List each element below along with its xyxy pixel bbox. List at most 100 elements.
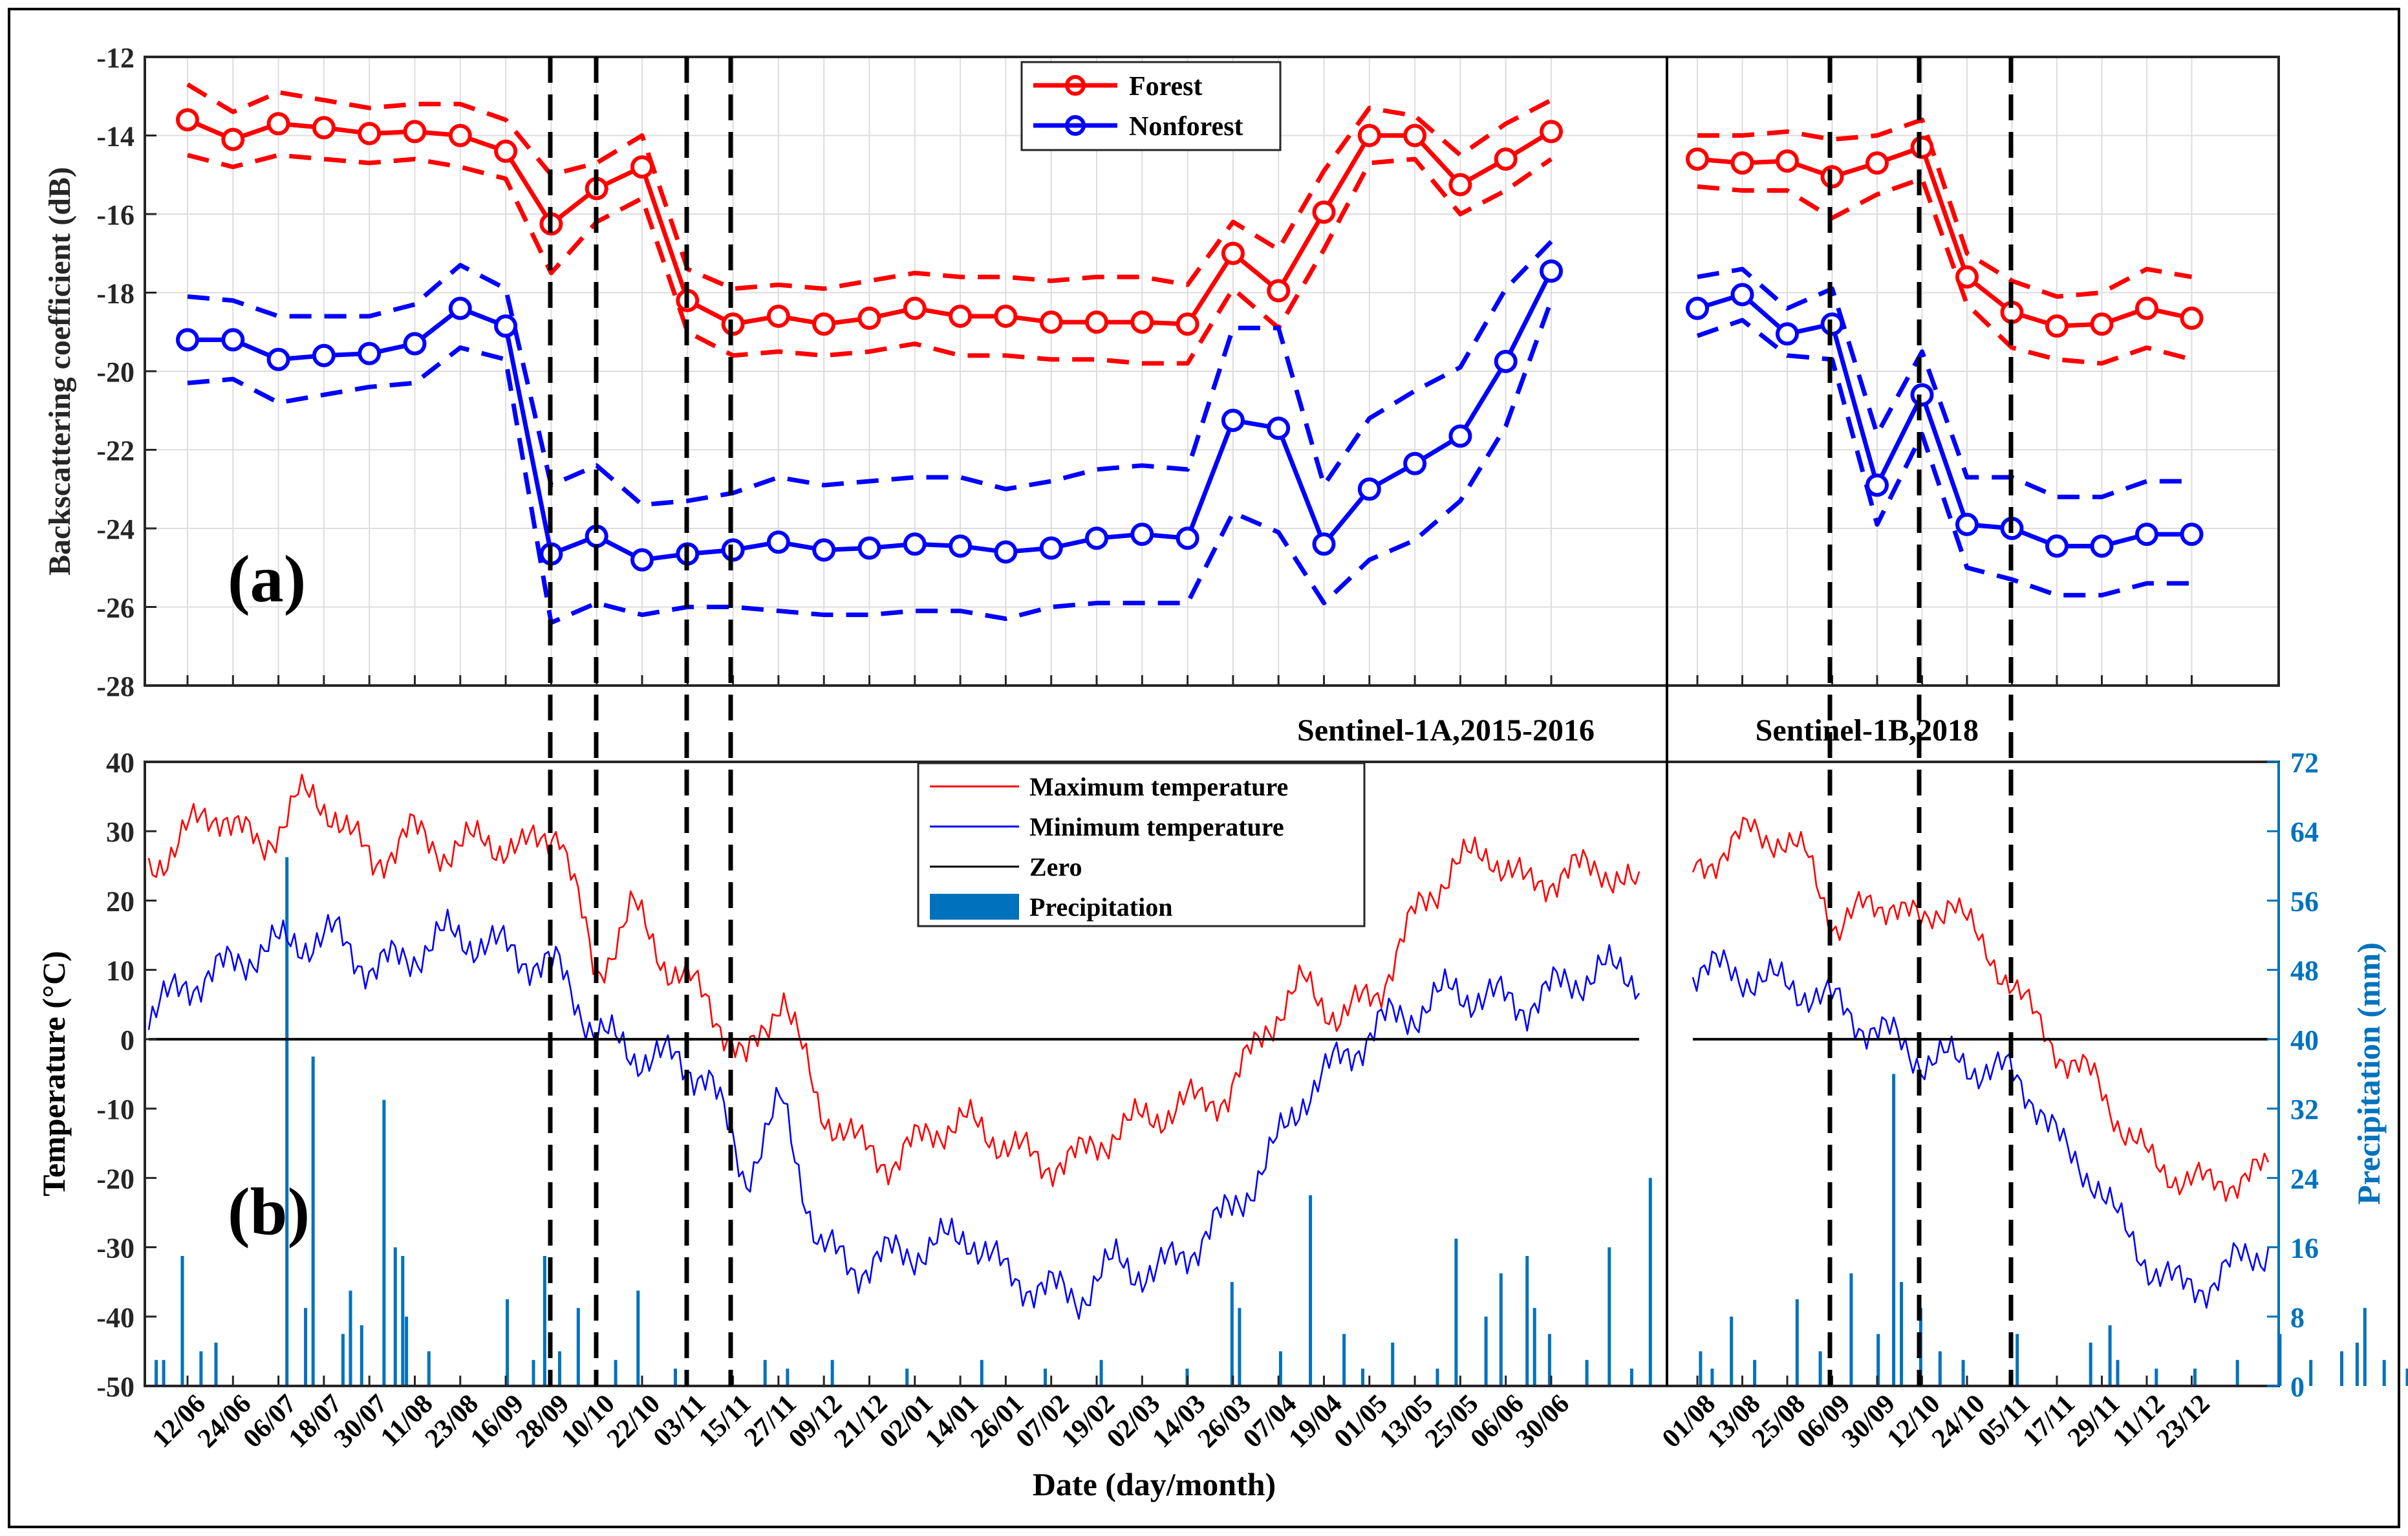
- forest-point: [1403, 124, 1427, 147]
- legend-nonforest-label: Nonforest: [1129, 112, 1243, 142]
- y2-tick-label-b: 40: [2290, 1024, 2319, 1056]
- precipitation-bar: [382, 1099, 386, 1386]
- y-tick-label-a: -24: [96, 514, 134, 545]
- forest-point: [1130, 310, 1154, 334]
- y2-tick-label-b: 48: [2290, 955, 2319, 987]
- precipitation-bar: [980, 1359, 984, 1386]
- forest-upper-bound: [1697, 117, 2193, 299]
- y2-tick-label-b: 24: [2290, 1163, 2319, 1195]
- legend-forest-label: Forest: [1129, 72, 1203, 102]
- precipitation-bar: [1525, 1256, 1529, 1386]
- precipitation-bar: [1876, 1334, 1880, 1386]
- precipitation-bar: [311, 1056, 315, 1386]
- precipitation-bar: [1961, 1359, 1965, 1386]
- forest-point: [358, 122, 382, 146]
- precipitation-bar: [405, 1316, 409, 1386]
- nonforest-point: [1267, 416, 1291, 440]
- forest-point: [1686, 147, 1709, 171]
- panel-a-ylabel: Backscattering coefficient (dB): [43, 167, 77, 576]
- figure-border: [8, 8, 2400, 1528]
- precipitation-bar: [2116, 1359, 2120, 1386]
- nonforest-point: [630, 548, 654, 572]
- nonforest-point: [994, 540, 1018, 564]
- precipitation-bar: [674, 1368, 677, 1386]
- precipitation-bar: [214, 1343, 218, 1386]
- precipitation-bar: [532, 1359, 535, 1386]
- nonforest-point: [1357, 477, 1381, 501]
- y-tick-label-a: -16: [96, 199, 134, 231]
- nonforest-point: [2090, 534, 2114, 558]
- panel-a-label: (a): [228, 542, 306, 616]
- y-tick-label-a: -14: [96, 121, 134, 153]
- forest-point: [1085, 310, 1108, 334]
- precipitation-bar: [1342, 1334, 1346, 1386]
- y2-tick-label-b: 32: [2290, 1094, 2319, 1125]
- precipitation-bar: [576, 1308, 580, 1386]
- nonforest-point: [1865, 473, 1889, 497]
- precipitation-bar: [905, 1368, 909, 1386]
- precipitation-bar: [427, 1351, 431, 1386]
- nonforest-point: [1085, 526, 1108, 550]
- nonforest-lower-bound: [187, 299, 1554, 625]
- legend-max-label: Maximum temperature: [1029, 772, 1288, 801]
- precipitation-bar: [636, 1290, 640, 1386]
- precipitation-bar: [1900, 1282, 1904, 1386]
- precipitation-bar: [506, 1299, 510, 1386]
- precipitation-bar: [2155, 1368, 2158, 1386]
- nonforest-point: [2180, 523, 2204, 546]
- precipitation-bar: [1230, 1282, 1234, 1386]
- min-temperature-line-2018: [1692, 949, 2270, 1309]
- nonforest-point: [1955, 512, 1979, 536]
- precipitation-bar: [2108, 1325, 2112, 1386]
- legend-forest-marker: [1065, 75, 1086, 96]
- segment-1b-label: Sentinel-1B,2018: [1756, 713, 1979, 748]
- forest-point: [403, 120, 427, 144]
- y-tick-label-b: -40: [96, 1302, 134, 1334]
- y-tick-label-a: -26: [96, 592, 134, 624]
- precipitation-bar: [1753, 1359, 1757, 1386]
- forest-point: [1776, 149, 1799, 173]
- forest-point: [949, 304, 973, 328]
- y-tick-label-b: -10: [96, 1094, 134, 1125]
- precipitation-bar: [1278, 1351, 1282, 1386]
- y2-tick-label-b: 8: [2290, 1302, 2305, 1334]
- nonforest-point: [1910, 383, 1934, 407]
- precipitation-bar: [1238, 1308, 1242, 1386]
- y-tick-label-b: 40: [106, 747, 134, 779]
- forest-point: [1865, 151, 1889, 175]
- precipitation-bar: [285, 857, 289, 1386]
- nonforest-point: [1494, 349, 1518, 373]
- precipitation-bar: [360, 1325, 363, 1386]
- precipitation-bar: [1710, 1368, 1714, 1386]
- forest-point: [812, 312, 836, 336]
- panel-b-ylabel: Temperature (°C): [36, 951, 72, 1196]
- y-tick-label-a: -28: [96, 671, 134, 702]
- precipitation-bar: [1849, 1273, 1853, 1386]
- y-tick-label-b: -50: [96, 1371, 134, 1403]
- y-tick-label-a: -18: [96, 278, 134, 310]
- nonforest-point: [2045, 534, 2069, 558]
- forest-point: [494, 139, 518, 163]
- legend-precip-label: Precipitation: [1029, 892, 1172, 922]
- legend-a-box: [1020, 61, 1282, 151]
- nonforest-point: [949, 534, 973, 558]
- nonforest-point: [1448, 424, 1472, 448]
- forest-point: [1494, 147, 1518, 171]
- precipitation-bar: [1938, 1351, 1942, 1386]
- precipitation-bar: [1547, 1334, 1551, 1386]
- y2-tick-label-b: 56: [2290, 885, 2319, 917]
- forest-point: [1039, 310, 1063, 334]
- y2-tick-label-b: 72: [2290, 747, 2319, 779]
- precipitation-bar: [349, 1290, 352, 1386]
- nonforest-lower-bound: [1696, 318, 2192, 598]
- forest-point: [1448, 173, 1472, 197]
- nonforest-point: [1039, 536, 1063, 560]
- forest-point: [266, 112, 290, 136]
- x-axis-label: Date (day/month): [1033, 1466, 1276, 1502]
- precipitation-bar: [1818, 1351, 1822, 1386]
- forest-point: [1221, 241, 1245, 265]
- max-temperature-line-2018: [1692, 816, 2270, 1202]
- max-temperature-line-2015-2016: [147, 773, 1640, 1187]
- precipitation-bar: [2340, 1351, 2343, 1386]
- y-tick-label-b: -20: [96, 1163, 134, 1195]
